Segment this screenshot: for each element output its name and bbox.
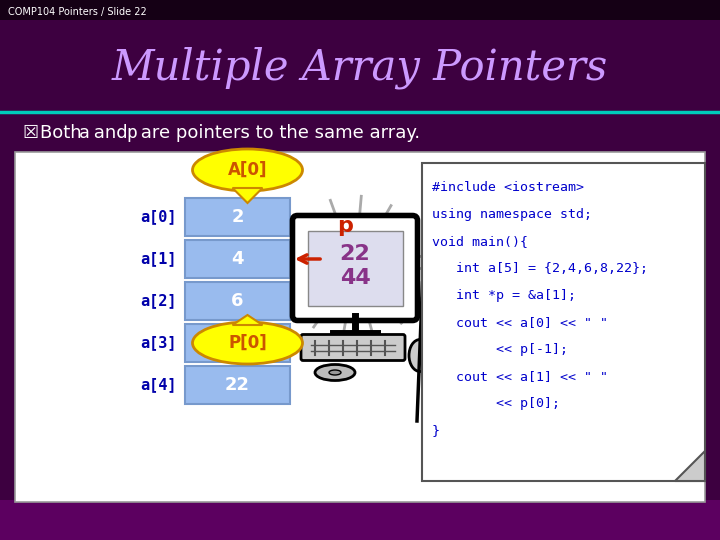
Text: #include <iostream>: #include <iostream> xyxy=(432,181,584,194)
Text: a[3]: a[3] xyxy=(140,335,177,350)
Text: 2: 2 xyxy=(231,208,244,226)
Text: 22: 22 xyxy=(340,244,370,264)
Text: a[2]: a[2] xyxy=(140,294,177,308)
Text: << p[-1];: << p[-1]; xyxy=(432,343,568,356)
Ellipse shape xyxy=(329,370,341,375)
Text: }: } xyxy=(432,424,440,437)
FancyBboxPatch shape xyxy=(185,198,290,236)
FancyBboxPatch shape xyxy=(307,231,402,306)
Polygon shape xyxy=(233,315,263,325)
Text: 22: 22 xyxy=(225,376,250,394)
Ellipse shape xyxy=(192,322,302,364)
Text: a: a xyxy=(79,124,90,142)
Text: 6: 6 xyxy=(231,292,244,310)
Text: 4: 4 xyxy=(231,250,244,268)
FancyBboxPatch shape xyxy=(185,240,290,278)
Text: a[0]: a[0] xyxy=(140,210,177,225)
FancyBboxPatch shape xyxy=(301,334,405,361)
FancyBboxPatch shape xyxy=(185,366,290,404)
Ellipse shape xyxy=(409,340,431,372)
FancyBboxPatch shape xyxy=(0,500,720,540)
Text: and: and xyxy=(88,124,133,142)
Text: int a[5] = {2,4,6,8,22};: int a[5] = {2,4,6,8,22}; xyxy=(432,262,648,275)
Text: a[1]: a[1] xyxy=(140,252,177,267)
Text: p: p xyxy=(127,124,138,142)
Text: using namespace std;: using namespace std; xyxy=(432,208,592,221)
Text: cout << a[1] << " ": cout << a[1] << " " xyxy=(432,370,608,383)
FancyBboxPatch shape xyxy=(185,282,290,320)
Text: P[0]: P[0] xyxy=(228,334,267,352)
Text: << p[0];: << p[0]; xyxy=(432,397,560,410)
Text: ☒: ☒ xyxy=(22,124,38,142)
Text: Multiple Array Pointers: Multiple Array Pointers xyxy=(112,47,608,89)
Text: 44: 44 xyxy=(340,268,370,288)
Text: Both: Both xyxy=(40,124,87,142)
Text: void main(){: void main(){ xyxy=(432,235,528,248)
Ellipse shape xyxy=(192,149,302,191)
FancyBboxPatch shape xyxy=(292,215,418,321)
Polygon shape xyxy=(675,451,705,481)
Text: a[4]: a[4] xyxy=(140,377,177,393)
FancyBboxPatch shape xyxy=(15,152,705,502)
FancyBboxPatch shape xyxy=(0,0,720,20)
FancyBboxPatch shape xyxy=(422,163,705,481)
FancyBboxPatch shape xyxy=(325,240,365,278)
Text: p: p xyxy=(337,216,353,236)
Text: cout << a[0] << " ": cout << a[0] << " " xyxy=(432,316,608,329)
Text: COMP104 Pointers / Slide 22: COMP104 Pointers / Slide 22 xyxy=(8,7,147,17)
Polygon shape xyxy=(233,188,263,203)
FancyBboxPatch shape xyxy=(185,324,290,362)
Ellipse shape xyxy=(315,364,355,381)
Text: are pointers to the same array.: are pointers to the same array. xyxy=(135,124,420,142)
Text: A[0]: A[0] xyxy=(228,161,267,179)
Text: int *p = &a[1];: int *p = &a[1]; xyxy=(432,289,576,302)
